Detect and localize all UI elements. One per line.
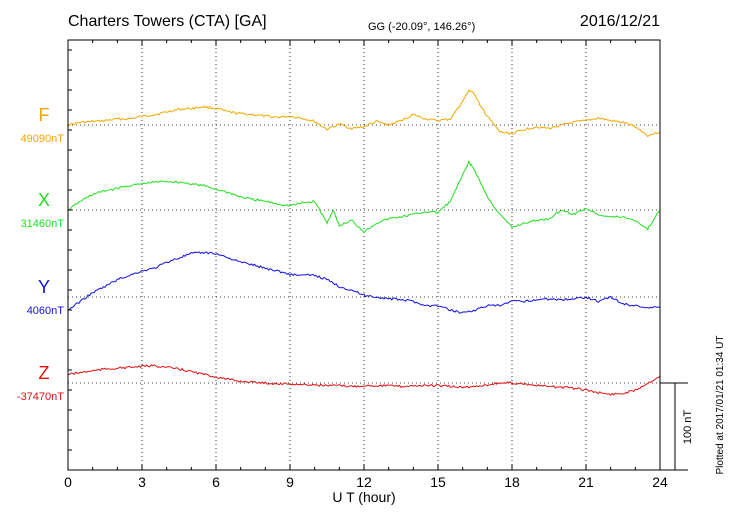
x-tick-label: 3	[138, 474, 146, 490]
station-title: Charters Towers (CTA) [GA]	[68, 13, 267, 30]
series-baseline-z: -37470nT	[17, 391, 64, 403]
x-tick-label: 6	[212, 474, 220, 490]
x-axis-label: U T (hour)	[332, 489, 395, 505]
grid-lines	[68, 40, 660, 470]
x-tick-label: 12	[356, 474, 372, 490]
series-name-f: F	[39, 105, 50, 125]
x-tick-label: 0	[64, 474, 72, 490]
date-label: 2016/12/21	[580, 13, 660, 30]
plotted-timestamp: Plotted at 2017/01/21 01:34 UT	[715, 336, 726, 475]
series-line-x	[67, 159, 661, 234]
x-tick-label: 15	[430, 474, 446, 490]
station-coordinates: GG (-20.09°, 146.26°)	[368, 21, 475, 33]
series-line-y	[67, 251, 661, 314]
x-tick-label: 24	[652, 474, 668, 490]
x-axis: 0 3 6 9 12 15 18 21 24	[64, 40, 668, 490]
x-tick-label: 21	[578, 474, 594, 490]
series-labels: F 49090nT X 31460nT Y 4060nT Z -37470nT	[17, 105, 64, 403]
series-baseline-f: 49090nT	[21, 133, 65, 145]
series-line-f	[67, 89, 661, 138]
x-tick-label: 9	[286, 474, 294, 490]
scale-bar: 100 nT	[660, 382, 694, 471]
x-tick-label: 18	[504, 474, 520, 490]
series-baseline-x: 31460nT	[21, 218, 65, 230]
series-name-x: X	[38, 190, 50, 210]
series-layer	[67, 89, 661, 396]
scale-bar-label: 100 nT	[682, 410, 694, 445]
series-line-z	[67, 364, 661, 396]
series-name-z: Z	[39, 363, 50, 383]
series-baseline-y: 4060nT	[27, 305, 65, 317]
series-name-y: Y	[38, 277, 50, 297]
